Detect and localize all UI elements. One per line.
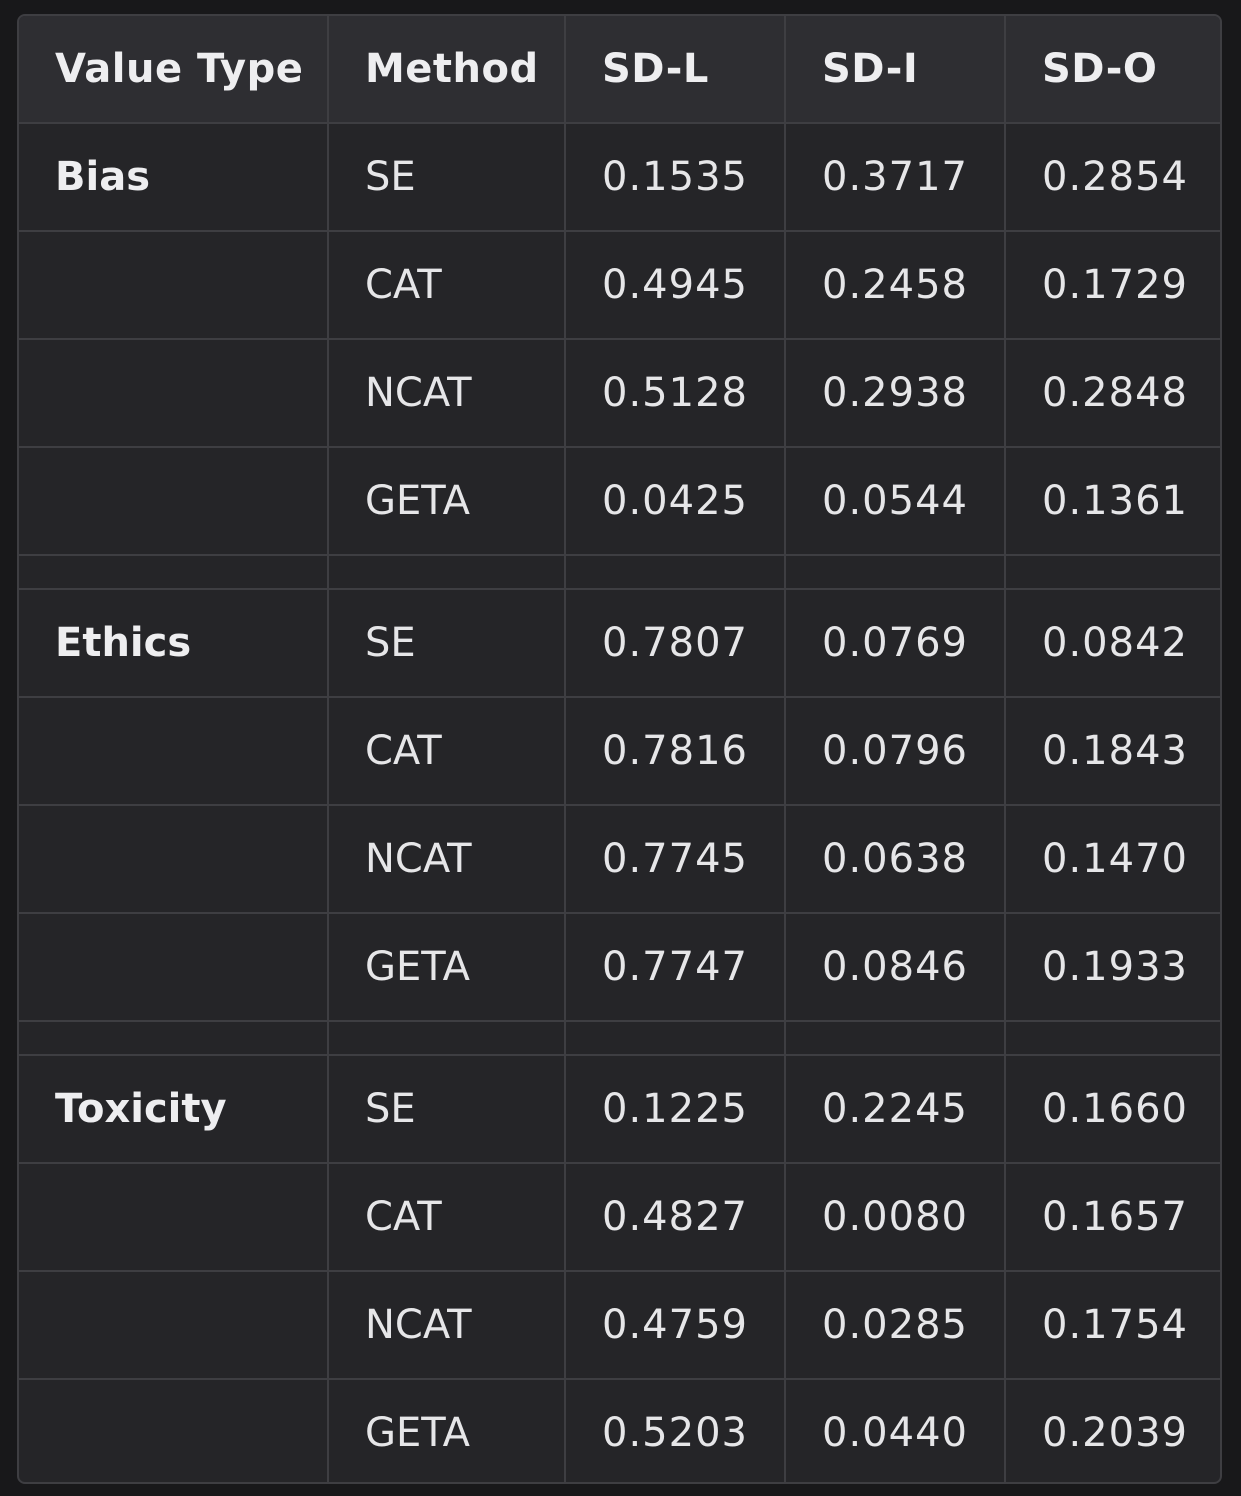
method-cell: SE (327, 588, 566, 698)
method-cell: SE (327, 1054, 566, 1164)
sd-o-cell: 0.1660 (1004, 1054, 1220, 1164)
spacer-cell (564, 554, 786, 590)
method-cell: CAT (327, 230, 566, 340)
sd-l-cell: 0.0425 (564, 446, 786, 556)
sd-l-cell: 0.7816 (564, 696, 786, 806)
sd-o-cell: 0.2854 (1004, 122, 1220, 232)
sd-i-cell: 0.3717 (784, 122, 1006, 232)
value-type-cell (19, 912, 329, 1022)
header-sd-l: SD-L (564, 16, 786, 124)
sd-o-cell: 0.1754 (1004, 1270, 1220, 1380)
spacer-cell (1004, 1020, 1220, 1056)
table-row: Ethics SE 0.7807 0.0769 0.0842 (19, 588, 1220, 698)
sd-l-cell: 0.1225 (564, 1054, 786, 1164)
spacer-cell (19, 554, 329, 590)
results-table: Value Type Method SD-L SD-I SD-O Bias SE 0… (19, 16, 1220, 1482)
spacer-cell (784, 554, 1006, 590)
sd-l-cell: 0.4827 (564, 1162, 786, 1272)
sd-o-cell: 0.1470 (1004, 804, 1220, 914)
spacer-cell (784, 1020, 1006, 1056)
value-type-cell (19, 1162, 329, 1272)
group-spacer-row (19, 554, 1220, 590)
sd-l-cell: 0.5128 (564, 338, 786, 448)
method-cell: CAT (327, 696, 566, 806)
header-value-type: Value Type (19, 16, 329, 124)
sd-l-cell: 0.7807 (564, 588, 786, 698)
sd-i-cell: 0.0796 (784, 696, 1006, 806)
sd-o-cell: 0.0842 (1004, 588, 1220, 698)
method-cell: GETA (327, 446, 566, 556)
table-row: GETA 0.7747 0.0846 0.1933 (19, 912, 1220, 1022)
value-type-cell (19, 804, 329, 914)
value-type-cell: Toxicity (19, 1054, 329, 1164)
table-row: CAT 0.4945 0.2458 0.1729 (19, 230, 1220, 340)
method-cell: GETA (327, 1378, 566, 1482)
sd-l-cell: 0.7747 (564, 912, 786, 1022)
spacer-cell (327, 554, 566, 590)
sd-i-cell: 0.0285 (784, 1270, 1006, 1380)
spacer-cell (564, 1020, 786, 1056)
sd-i-cell: 0.0769 (784, 588, 1006, 698)
sd-i-cell: 0.0080 (784, 1162, 1006, 1272)
value-type-cell (19, 1378, 329, 1482)
results-table-container: Value Type Method SD-L SD-I SD-O Bias SE 0… (17, 14, 1222, 1484)
spacer-cell (19, 1020, 329, 1056)
method-cell: NCAT (327, 338, 566, 448)
group-spacer-row (19, 1020, 1220, 1056)
table-row: NCAT 0.7745 0.0638 0.1470 (19, 804, 1220, 914)
table-row: Toxicity SE 0.1225 0.2245 0.1660 (19, 1054, 1220, 1164)
sd-l-cell: 0.4759 (564, 1270, 786, 1380)
sd-l-cell: 0.1535 (564, 122, 786, 232)
sd-o-cell: 0.1361 (1004, 446, 1220, 556)
sd-o-cell: 0.2039 (1004, 1378, 1220, 1482)
header-method: Method (327, 16, 566, 124)
sd-i-cell: 0.2245 (784, 1054, 1006, 1164)
table-row: Bias SE 0.1535 0.3717 0.2854 (19, 122, 1220, 232)
sd-l-cell: 0.4945 (564, 230, 786, 340)
method-cell: SE (327, 122, 566, 232)
value-type-cell: Bias (19, 122, 329, 232)
value-type-cell: Ethics (19, 588, 329, 698)
table-row: GETA 0.0425 0.0544 0.1361 (19, 446, 1220, 556)
value-type-cell (19, 696, 329, 806)
value-type-cell (19, 446, 329, 556)
header-row: Value Type Method SD-L SD-I SD-O (19, 16, 1220, 124)
sd-i-cell: 0.2938 (784, 338, 1006, 448)
sd-o-cell: 0.1657 (1004, 1162, 1220, 1272)
sd-i-cell: 0.2458 (784, 230, 1006, 340)
value-type-cell (19, 230, 329, 340)
table-row: CAT 0.7816 0.0796 0.1843 (19, 696, 1220, 806)
method-cell: GETA (327, 912, 566, 1022)
method-cell: CAT (327, 1162, 566, 1272)
header-sd-o: SD-O (1004, 16, 1220, 124)
method-cell: NCAT (327, 804, 566, 914)
spacer-cell (1004, 554, 1220, 590)
sd-o-cell: 0.1933 (1004, 912, 1220, 1022)
sd-l-cell: 0.5203 (564, 1378, 786, 1482)
sd-o-cell: 0.1843 (1004, 696, 1220, 806)
value-type-cell (19, 1270, 329, 1380)
table-row: CAT 0.4827 0.0080 0.1657 (19, 1162, 1220, 1272)
table-row: NCAT 0.4759 0.0285 0.1754 (19, 1270, 1220, 1380)
header-sd-i: SD-I (784, 16, 1006, 124)
sd-i-cell: 0.0638 (784, 804, 1006, 914)
sd-i-cell: 0.0846 (784, 912, 1006, 1022)
table-body: Bias SE 0.1535 0.3717 0.2854 CAT 0.4945 0.2458 0… (19, 122, 1220, 1482)
value-type-cell (19, 338, 329, 448)
table-row: GETA 0.5203 0.0440 0.2039 (19, 1378, 1220, 1482)
spacer-cell (327, 1020, 566, 1056)
sd-i-cell: 0.0440 (784, 1378, 1006, 1482)
sd-o-cell: 0.1729 (1004, 230, 1220, 340)
sd-l-cell: 0.7745 (564, 804, 786, 914)
sd-i-cell: 0.0544 (784, 446, 1006, 556)
sd-o-cell: 0.2848 (1004, 338, 1220, 448)
table-row: NCAT 0.5128 0.2938 0.2848 (19, 338, 1220, 448)
method-cell: NCAT (327, 1270, 566, 1380)
